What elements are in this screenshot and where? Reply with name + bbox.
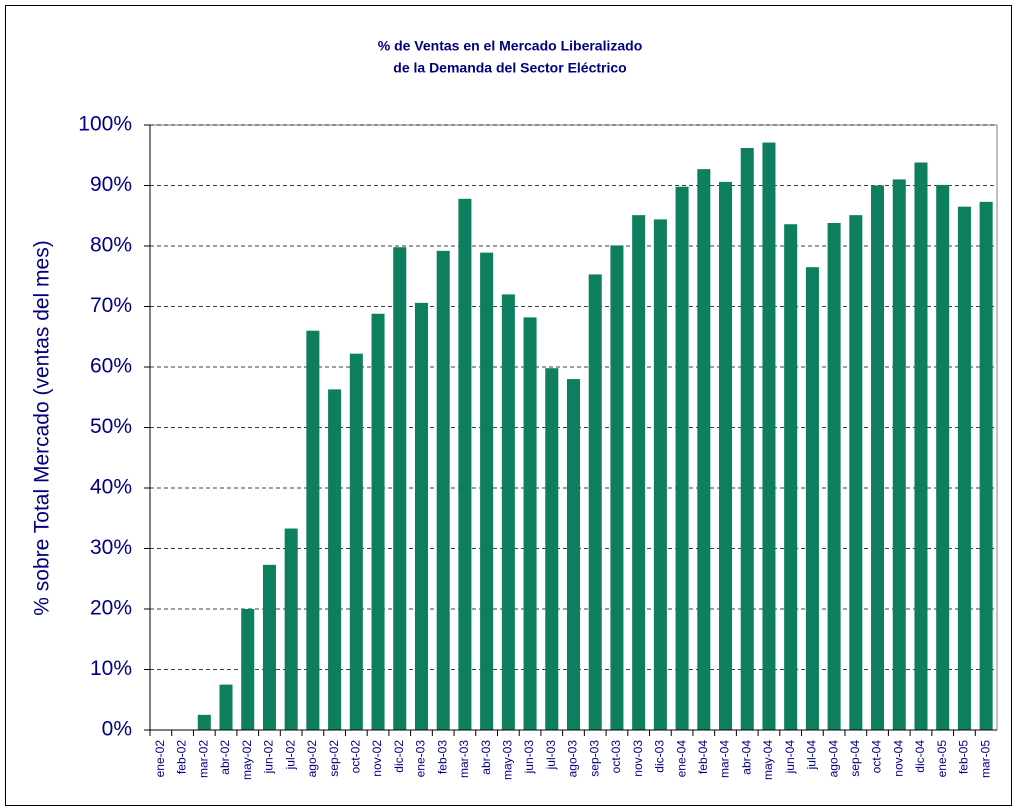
bar bbox=[849, 215, 863, 730]
bar bbox=[805, 267, 819, 730]
bar bbox=[740, 147, 754, 731]
x-tick-label: mar-04 bbox=[718, 740, 732, 778]
bar bbox=[719, 181, 733, 730]
y-tick-label: 80% bbox=[90, 234, 132, 257]
x-tick-label: dic-03 bbox=[653, 740, 667, 773]
bar bbox=[349, 353, 363, 730]
x-tick-label: mar-05 bbox=[978, 740, 992, 778]
bar bbox=[957, 206, 971, 731]
bar bbox=[480, 252, 494, 730]
y-axis-label: % sobre Total Mercado (ventas del mes) bbox=[31, 240, 54, 615]
x-tick-label: jun-02 bbox=[262, 740, 276, 775]
x-tick-label: oct-02 bbox=[348, 740, 362, 774]
x-tick-label: may-04 bbox=[761, 740, 775, 780]
bar bbox=[523, 317, 537, 730]
x-tick-label: sep-04 bbox=[848, 740, 862, 777]
bar bbox=[936, 184, 950, 730]
bar bbox=[545, 368, 559, 730]
bar bbox=[871, 185, 885, 730]
y-tick-label: 70% bbox=[90, 294, 132, 317]
y-tick-label: 20% bbox=[90, 597, 132, 620]
x-tick-label: mar-03 bbox=[457, 740, 471, 778]
bar bbox=[284, 528, 298, 730]
x-tick-label: oct-03 bbox=[609, 740, 623, 774]
x-tick-label: sep-03 bbox=[587, 740, 601, 777]
x-tick-label: ene-02 bbox=[153, 740, 167, 778]
bar bbox=[219, 684, 233, 730]
bar bbox=[653, 219, 667, 730]
bar bbox=[914, 162, 928, 730]
x-tick-label: feb-04 bbox=[696, 740, 710, 774]
chart-title: % de Ventas en el Mercado Liberalizado bbox=[378, 38, 643, 54]
bar bbox=[610, 245, 624, 730]
x-tick-label: oct-04 bbox=[870, 740, 884, 774]
bar bbox=[784, 224, 798, 730]
x-tick-label: dic-04 bbox=[913, 740, 927, 773]
x-tick-label: feb-03 bbox=[435, 740, 449, 774]
y-tick-label: 10% bbox=[90, 657, 132, 680]
x-tick-label: abr-04 bbox=[739, 740, 753, 775]
bar bbox=[458, 198, 472, 730]
x-tick-label: mar-02 bbox=[196, 740, 210, 778]
y-tick-label: 100% bbox=[78, 113, 132, 136]
x-tick-label: ene-05 bbox=[935, 740, 949, 778]
y-tick-label: 50% bbox=[90, 415, 132, 438]
x-tick-label: jul-03 bbox=[544, 740, 558, 771]
bar bbox=[241, 609, 255, 730]
y-tick-label: 30% bbox=[90, 536, 132, 559]
bar bbox=[414, 302, 428, 730]
bar bbox=[979, 201, 993, 730]
bar bbox=[762, 142, 776, 731]
bar bbox=[827, 223, 841, 730]
bar bbox=[588, 274, 602, 730]
chart-title: de la Demanda del Sector Eléctrico bbox=[393, 60, 626, 76]
x-tick-label: ago-03 bbox=[566, 740, 580, 778]
x-tick-label: ago-04 bbox=[826, 740, 840, 778]
bar bbox=[675, 186, 689, 730]
x-tick-label: nov-04 bbox=[891, 740, 905, 777]
bar bbox=[306, 330, 320, 730]
x-tick-label: abr-03 bbox=[479, 740, 493, 775]
x-tick-label: jul-02 bbox=[283, 740, 297, 771]
x-tick-label: feb-05 bbox=[957, 740, 971, 774]
x-tick-label: feb-02 bbox=[175, 740, 189, 774]
x-tick-label: ene-04 bbox=[674, 740, 688, 778]
bar bbox=[436, 250, 450, 730]
x-tick-label: ago-02 bbox=[305, 740, 319, 778]
y-tick-label: 90% bbox=[90, 173, 132, 196]
x-tick-label: may-03 bbox=[501, 740, 515, 780]
bar bbox=[262, 564, 276, 730]
x-tick-label: may-02 bbox=[240, 740, 254, 780]
bar bbox=[197, 714, 211, 730]
x-tick-label: dic-02 bbox=[392, 740, 406, 773]
y-tick-label: 40% bbox=[90, 476, 132, 499]
x-tick-label: jun-04 bbox=[783, 740, 797, 775]
bar bbox=[328, 389, 342, 730]
x-tick-label: jun-03 bbox=[522, 740, 536, 775]
bar bbox=[393, 247, 407, 730]
bar bbox=[566, 379, 581, 730]
bar bbox=[371, 313, 385, 730]
x-tick-label: ene-03 bbox=[414, 740, 428, 778]
bar bbox=[892, 179, 906, 730]
bar bbox=[501, 294, 515, 730]
y-tick-label: 60% bbox=[90, 355, 132, 378]
bar bbox=[632, 215, 646, 730]
y-tick-label: 0% bbox=[102, 718, 132, 741]
x-tick-label: sep-02 bbox=[327, 740, 341, 777]
bar bbox=[697, 169, 711, 731]
x-tick-label: nov-02 bbox=[370, 740, 384, 777]
x-tick-label: nov-03 bbox=[631, 740, 645, 777]
x-tick-label: abr-02 bbox=[218, 740, 232, 775]
x-tick-label: jul-04 bbox=[805, 740, 819, 771]
